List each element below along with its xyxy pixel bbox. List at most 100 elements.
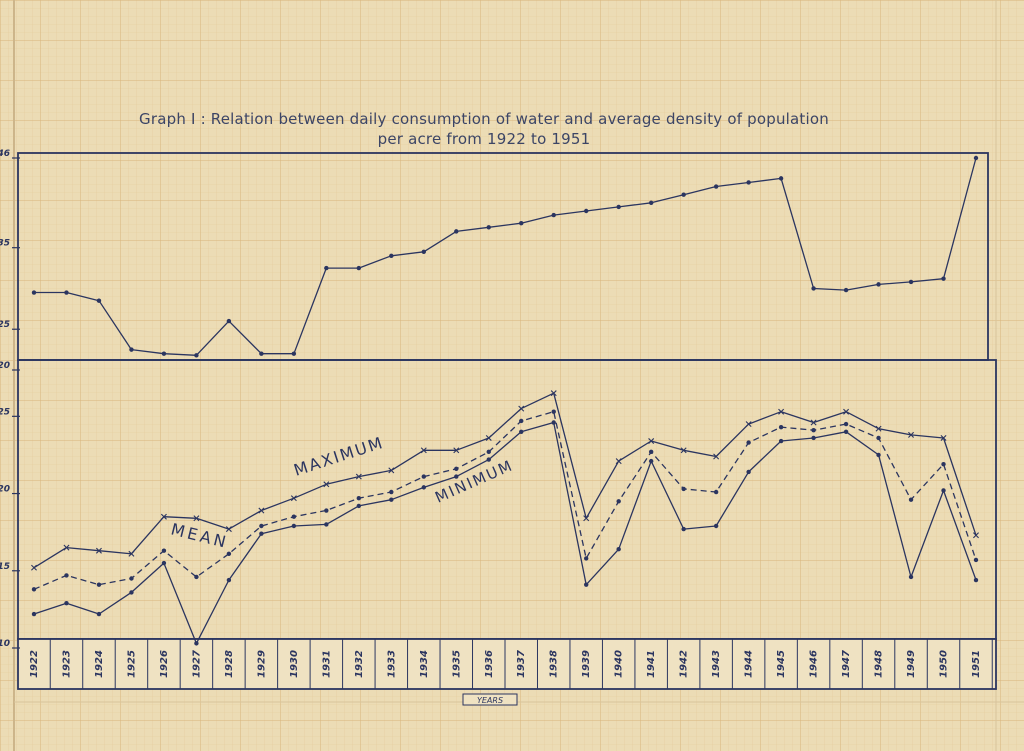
maximum-line <box>33 392 977 569</box>
minimum-point <box>129 590 134 595</box>
minimum-point <box>291 523 297 529</box>
chart-title-line-1: Graph I : Relation between daily consump… <box>139 110 829 128</box>
minimum-point <box>778 438 784 444</box>
maximum-point <box>680 447 687 454</box>
x-tick-label: 1951 <box>971 650 982 678</box>
density-point <box>746 180 751 185</box>
mean-point <box>648 449 654 455</box>
minimum-point <box>746 469 751 475</box>
mean-point <box>324 508 329 513</box>
minimum-point <box>324 522 329 527</box>
minimum-point <box>454 474 459 479</box>
mean-point <box>226 551 232 556</box>
density-point <box>96 298 102 303</box>
y-tick-label-lower: 10 <box>0 639 10 649</box>
density-point <box>908 279 914 285</box>
x-tick-label: 1934 <box>419 650 430 678</box>
x-tick-label: 1949 <box>906 650 917 678</box>
x-tick-label: 1933 <box>386 650 397 678</box>
x-tick-label: 1941 <box>646 650 657 678</box>
y-tick-label-upper: 25 <box>0 320 10 330</box>
maximum-point <box>388 467 395 474</box>
minimum-point <box>194 641 199 646</box>
mean-line <box>33 411 977 590</box>
mean-point <box>454 466 459 472</box>
maximum-point <box>973 532 979 539</box>
x-tick-label: 1929 <box>256 650 267 678</box>
mean-point <box>908 497 914 502</box>
x-tick-label: 1939 <box>581 650 592 678</box>
mean-point <box>876 435 881 441</box>
density-point <box>324 265 329 271</box>
density-point <box>616 204 621 210</box>
minimum-point <box>486 457 491 462</box>
maximum-point <box>258 507 265 514</box>
minimum-point <box>713 523 719 529</box>
mean-point <box>843 421 849 427</box>
y-tick-label-lower: 15 <box>0 562 10 572</box>
minimum-point <box>226 577 232 583</box>
density-point <box>291 351 297 356</box>
x-tick-label: 1944 <box>744 650 755 678</box>
mean-point <box>389 489 394 495</box>
minimum-point <box>908 574 914 580</box>
xlabel-box <box>462 693 518 706</box>
density-point <box>941 276 946 281</box>
x-axis-tick-labels: 1922 1923 1924 1925 1926 1927 1928 1929 1930 1931… <box>29 650 982 678</box>
x-tick-label: 1936 <box>484 650 495 678</box>
density-point <box>64 290 69 295</box>
minimum-point <box>519 429 524 434</box>
y-tick-label-lower: 20 <box>0 485 10 495</box>
xlabel: YEARS <box>477 696 503 705</box>
minimum-point <box>616 546 621 552</box>
density-point <box>681 192 686 197</box>
mean-point <box>194 574 199 580</box>
minimum-point <box>876 452 881 458</box>
maximum-point <box>810 419 817 426</box>
maximum-point <box>615 458 622 465</box>
maximum-point <box>420 447 427 454</box>
density-point <box>454 229 459 234</box>
chart-title-line-2: per acre from 1922 to 1951 <box>377 130 591 148</box>
x-tick-label: 1930 <box>289 650 300 678</box>
density-point <box>778 176 784 181</box>
maximum-point <box>908 431 915 438</box>
x-tick-label: 1924 <box>94 650 105 678</box>
mean-point <box>291 514 297 519</box>
mean-point <box>519 418 524 424</box>
mean-point <box>778 424 784 430</box>
maximum-point <box>875 425 882 432</box>
density-point <box>259 351 264 356</box>
y-tick-label-upper: 35 <box>0 239 10 249</box>
x-tick-label: 1942 <box>679 650 690 678</box>
mean-point <box>746 440 751 445</box>
mean-point <box>421 474 426 479</box>
density-point <box>356 265 362 271</box>
maximum-point <box>778 408 785 415</box>
x-tick-label: 1937 <box>516 650 527 678</box>
maximum-point <box>290 495 297 502</box>
minimum-point <box>389 497 394 502</box>
upper-panel-series <box>31 155 979 358</box>
minimum-point <box>941 488 946 493</box>
density-point <box>519 221 524 226</box>
maximum-point <box>225 526 232 533</box>
maximum-point <box>95 547 102 554</box>
x-tick-label: 1938 <box>549 650 560 678</box>
maximum-point <box>453 447 460 454</box>
mean-point <box>616 499 621 504</box>
maximum-point <box>843 408 850 415</box>
minimum-point <box>681 526 686 532</box>
minimum-point <box>96 611 102 617</box>
mean-point <box>811 428 816 433</box>
maximum-point <box>713 453 720 460</box>
maximum-point <box>160 513 167 520</box>
maximum-point <box>518 405 525 412</box>
density-line <box>34 157 977 356</box>
density-point <box>129 347 134 352</box>
maximum-point <box>583 515 590 522</box>
maximum-point <box>355 473 362 480</box>
minimum-point <box>161 560 167 566</box>
density-point <box>194 353 199 358</box>
maximum-point <box>193 515 200 522</box>
